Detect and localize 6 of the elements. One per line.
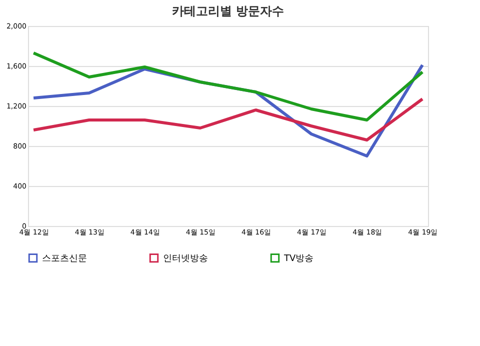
chart-title: 카테고리별 방문자수	[172, 4, 284, 18]
line-series	[32, 52, 424, 122]
legend-label: TV방송	[283, 254, 314, 264]
legend-label: 인터넷방송	[163, 254, 208, 264]
line-series	[32, 98, 424, 142]
legend-label: 스포츠신문	[42, 254, 87, 264]
